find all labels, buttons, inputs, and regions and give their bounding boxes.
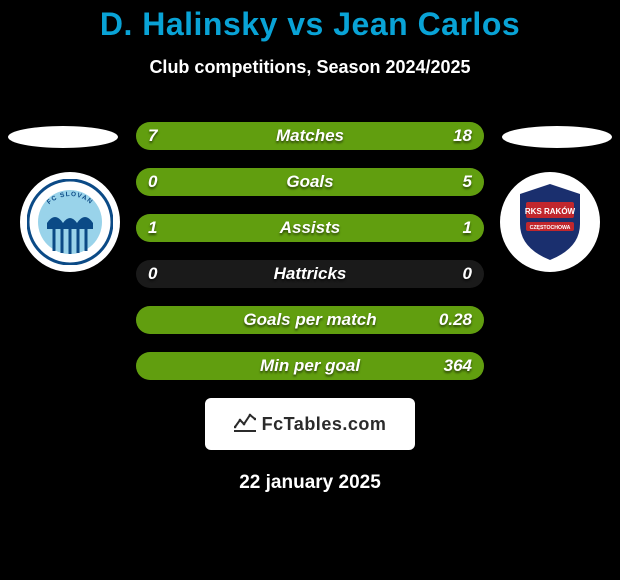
- stat-right-value: 0: [463, 260, 472, 288]
- stat-left-value: 7: [148, 122, 157, 150]
- subtitle: Club competitions, Season 2024/2025: [0, 57, 620, 78]
- stats-container: Matches718Goals05Assists11Hattricks00Goa…: [136, 122, 484, 398]
- club-badge-right: RKS RAKÓW CZĘSTOCHOWA: [500, 172, 600, 272]
- stat-row: Hattricks0 0: [136, 260, 484, 288]
- date-label: 22 january 2025: [0, 472, 620, 494]
- club-badge-left: FC SLOVAN: [20, 172, 120, 272]
- stat-left-value: 0: [148, 168, 157, 196]
- stat-right-value: 0.28: [439, 306, 472, 334]
- swoosh-right: [502, 126, 612, 148]
- branding-text: FcTables.com: [262, 414, 387, 435]
- stat-label: Goals: [136, 168, 484, 196]
- stat-right-value: 364: [444, 352, 472, 380]
- stat-row: Goals0 5: [136, 168, 484, 196]
- comparison-card: D. Halinsky vs Jean Carlos Club competit…: [0, 0, 620, 580]
- svg-text:CZĘSTOCHOWA: CZĘSTOCHOWA: [530, 225, 571, 231]
- stat-row: Matches7 18: [136, 122, 484, 150]
- stat-label: Hattricks: [136, 260, 484, 288]
- stat-label: Assists: [136, 214, 484, 242]
- stat-right-value: 18: [453, 122, 472, 150]
- rakow-crest-icon: RKS RAKÓW CZĘSTOCHOWA: [508, 180, 592, 264]
- stat-row: Min per goal364: [136, 352, 484, 380]
- stat-right-value: 5: [463, 168, 472, 196]
- branding-badge: FcTables.com: [205, 398, 415, 450]
- stat-left-value: 0: [148, 260, 157, 288]
- stat-row: Goals per match0.28: [136, 306, 484, 334]
- slovan-liberec-crest-icon: FC SLOVAN: [27, 179, 113, 265]
- svg-text:RKS RAKÓW: RKS RAKÓW: [525, 207, 576, 216]
- stat-label: Matches: [136, 122, 484, 150]
- stat-row: Assists1 1: [136, 214, 484, 242]
- stat-label: Min per goal: [136, 352, 484, 380]
- stat-label: Goals per match: [136, 306, 484, 334]
- swoosh-left: [8, 126, 118, 148]
- chart-icon: [234, 412, 256, 437]
- stat-right-value: 1: [463, 214, 472, 242]
- page-title: D. Halinsky vs Jean Carlos: [0, 0, 620, 43]
- stat-left-value: 1: [148, 214, 157, 242]
